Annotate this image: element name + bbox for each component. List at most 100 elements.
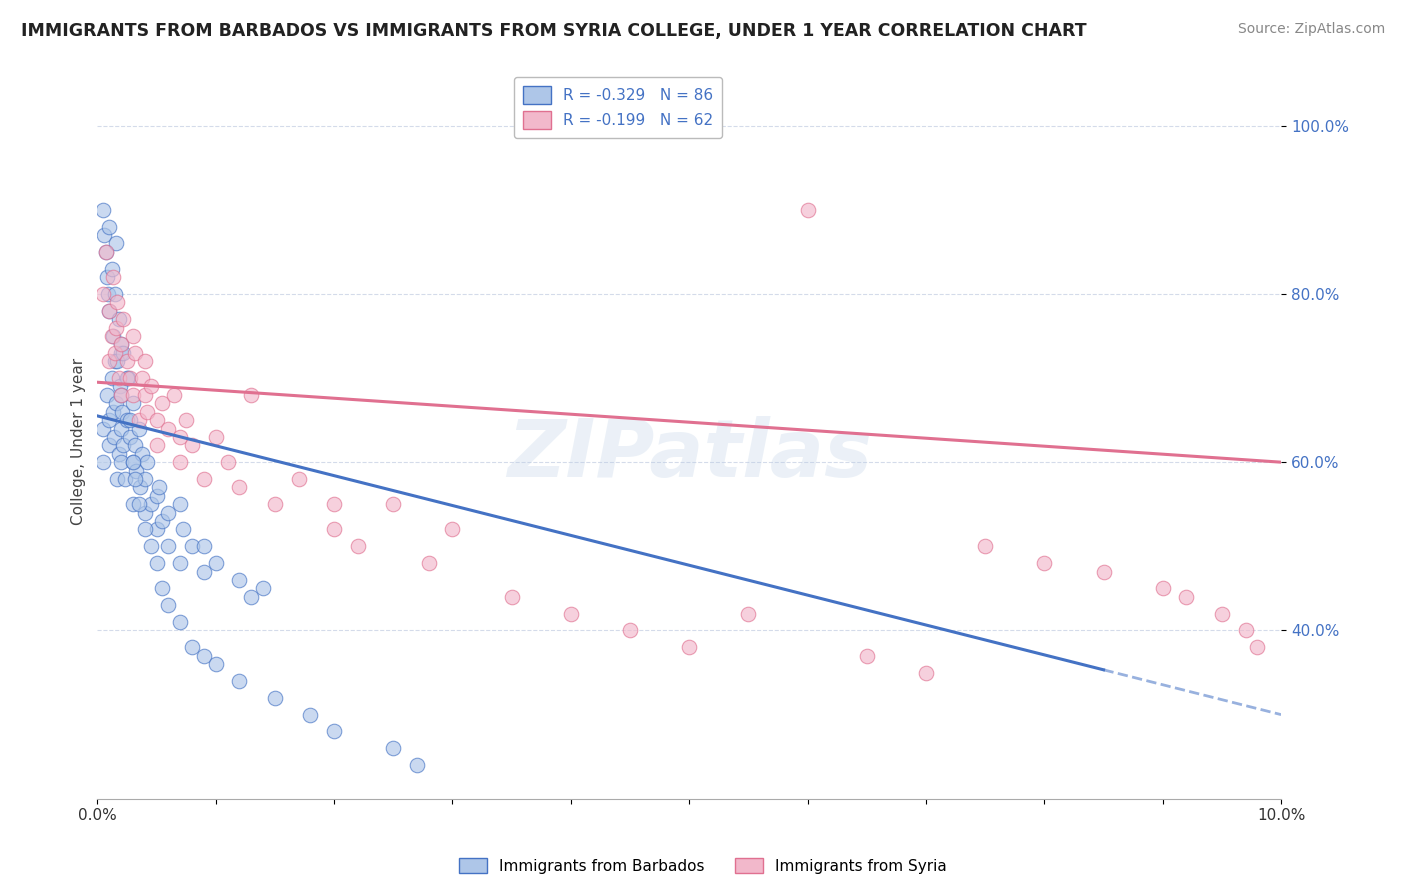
Point [145, 523, 167, 537]
Point [323, 523, 346, 537]
Point [120, 371, 142, 385]
Point [134, 354, 156, 368]
Point [181, 438, 204, 452]
Point [131, 371, 153, 385]
Point [139, 539, 162, 553]
Point [110, 421, 132, 435]
Point [114, 472, 136, 486]
Point [117, 371, 139, 385]
Point [105, 236, 128, 251]
Point [264, 690, 287, 705]
Point [94, 244, 117, 259]
Point [323, 497, 346, 511]
Point [101, 329, 124, 343]
Point [441, 523, 464, 537]
Point [107, 447, 129, 461]
Point [96, 388, 118, 402]
Point [101, 270, 124, 285]
Point [855, 648, 877, 663]
Point [139, 379, 162, 393]
Point [145, 556, 167, 570]
Point [152, 396, 174, 410]
Point [104, 354, 127, 368]
Point [98, 354, 121, 368]
Point [174, 413, 197, 427]
Point [172, 523, 194, 537]
Point [796, 202, 818, 217]
Point [560, 607, 582, 621]
Point [110, 337, 132, 351]
Point [136, 455, 159, 469]
Point [129, 480, 152, 494]
Y-axis label: College, Under 1 year: College, Under 1 year [72, 358, 86, 524]
Point [193, 565, 215, 579]
Point [181, 640, 204, 655]
Point [217, 455, 239, 469]
Point [121, 455, 143, 469]
Point [169, 455, 191, 469]
Point [111, 405, 134, 419]
Point [121, 329, 143, 343]
Point [98, 303, 121, 318]
Point [148, 480, 170, 494]
Point [120, 430, 142, 444]
Point [121, 455, 143, 469]
Point [501, 590, 523, 604]
Point [103, 430, 125, 444]
Point [737, 607, 759, 621]
Point [1092, 565, 1115, 579]
Point [112, 346, 135, 360]
Point [240, 388, 263, 402]
Point [228, 480, 250, 494]
Point [115, 354, 138, 368]
Point [346, 539, 368, 553]
Point [131, 447, 153, 461]
Point [110, 388, 132, 402]
Point [100, 329, 122, 343]
Point [382, 497, 405, 511]
Point [619, 624, 641, 638]
Point [406, 758, 429, 772]
Point [139, 497, 162, 511]
Point [157, 506, 180, 520]
Point [120, 413, 142, 427]
Point [418, 556, 440, 570]
Point [134, 472, 156, 486]
Point [915, 665, 938, 680]
Point [110, 388, 132, 402]
Point [98, 219, 121, 234]
Point [193, 539, 215, 553]
Point [121, 388, 143, 402]
Point [107, 472, 129, 486]
Point [145, 438, 167, 452]
Point [112, 438, 135, 452]
Point [100, 261, 122, 276]
Point [169, 556, 191, 570]
Point [97, 286, 120, 301]
Point [108, 379, 131, 393]
Point [112, 312, 135, 326]
Point [125, 464, 148, 478]
Point [169, 497, 191, 511]
Point [128, 421, 150, 435]
Point [91, 455, 114, 469]
Point [107, 371, 129, 385]
Point [1234, 624, 1257, 638]
Point [169, 430, 191, 444]
Legend: R = -0.329   N = 86, R = -0.199   N = 62: R = -0.329 N = 86, R = -0.199 N = 62 [515, 77, 723, 138]
Point [91, 286, 114, 301]
Point [136, 405, 159, 419]
Point [128, 497, 150, 511]
Point [157, 539, 180, 553]
Point [115, 371, 138, 385]
Point [157, 421, 180, 435]
Point [107, 312, 129, 326]
Point [124, 346, 146, 360]
Point [134, 388, 156, 402]
Point [264, 497, 287, 511]
Point [204, 556, 226, 570]
Point [169, 615, 191, 629]
Point [299, 707, 322, 722]
Text: ZIPatlas: ZIPatlas [506, 417, 872, 494]
Point [181, 539, 204, 553]
